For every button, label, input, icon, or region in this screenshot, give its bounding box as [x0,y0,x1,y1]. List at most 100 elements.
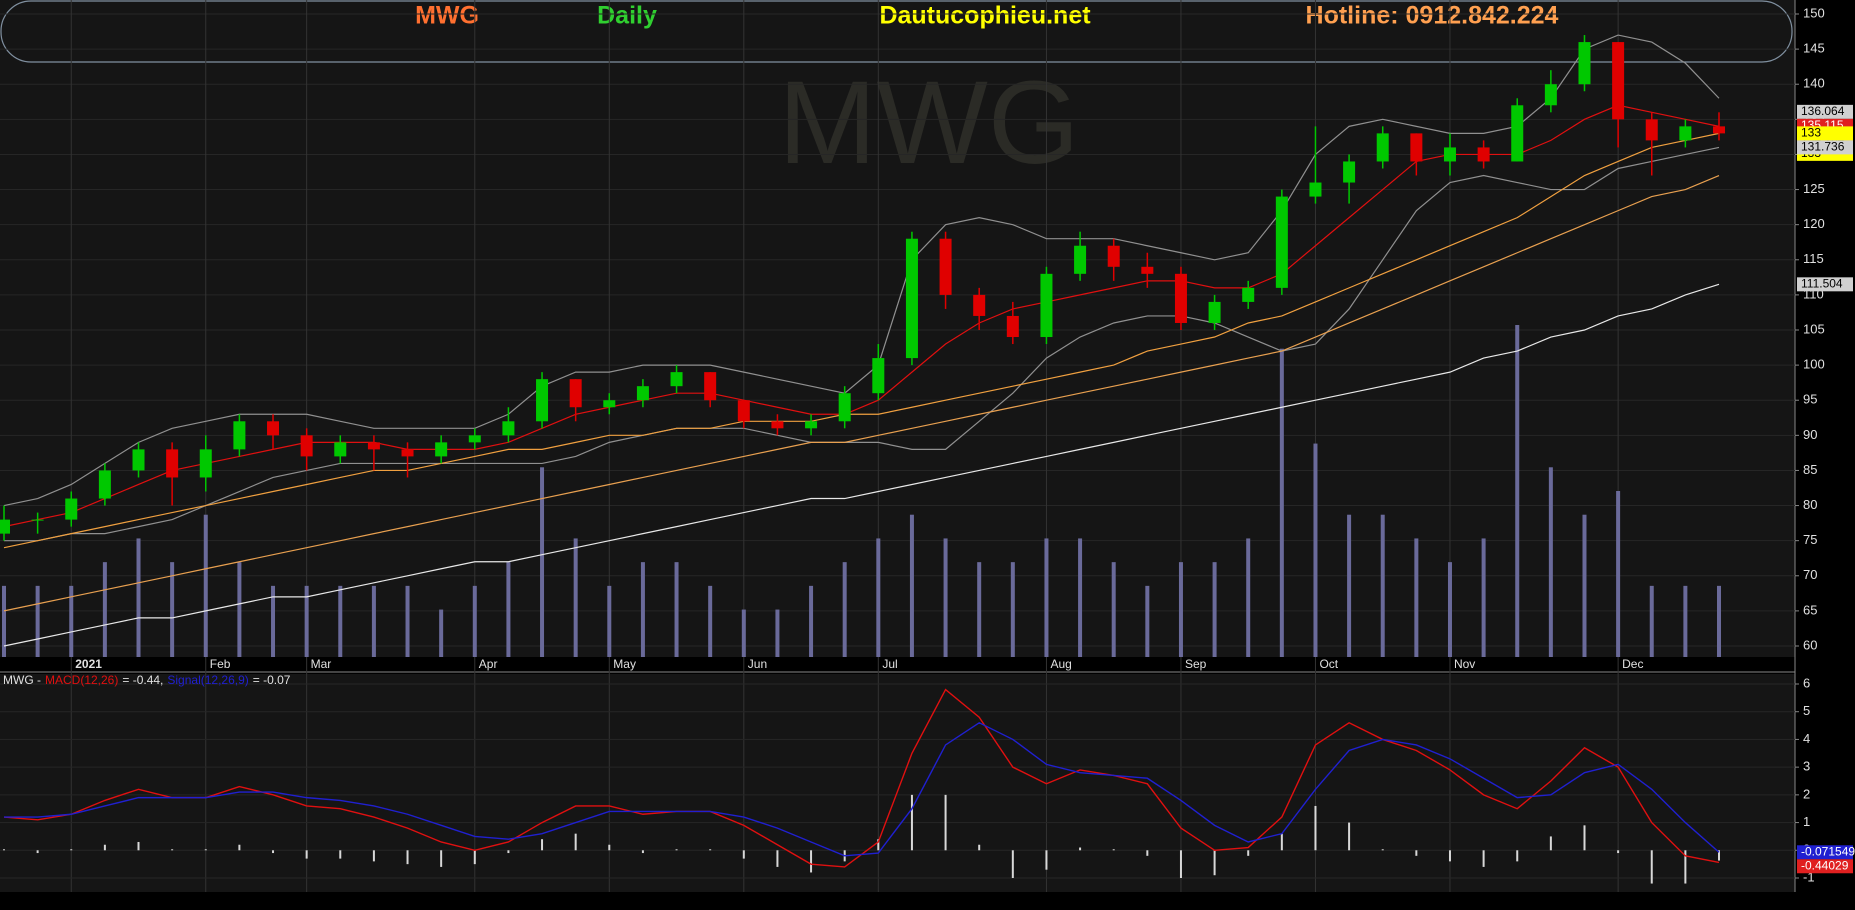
volume-bar [338,585,343,657]
candle-body [704,372,717,401]
candle-body [1679,126,1692,141]
candle-body [1275,196,1288,288]
y-tick-label: 3 [1803,759,1810,774]
candle-body [1443,147,1456,162]
volume-bar [1649,585,1654,657]
interval: Daily [597,2,657,30]
x-tick-label: Aug [1050,657,1071,671]
candle-body [132,449,145,471]
y-tick-label: 125 [1803,181,1825,196]
volume-bar [1380,514,1385,657]
volume-bar [1145,585,1150,657]
y-tick-label: 6 [1803,675,1810,690]
last-value-tag [1797,140,1853,155]
legend-prefix: MWG - [3,673,41,687]
volume-bar [741,609,746,657]
y-tick-label: 60 [1803,637,1817,652]
y-tick-label: 105 [1803,321,1825,336]
last-value-label: -0.44029 [1801,858,1849,872]
y-tick-label: 120 [1803,216,1825,231]
macd-line [4,721,1720,857]
candle-body [636,386,649,401]
candle-body [401,449,414,457]
volume-bar [943,538,948,657]
candle-body [1208,301,1221,323]
volume-bar [35,585,40,657]
volume-bar [1616,491,1621,657]
y-tick-label: 140 [1803,76,1825,91]
volume-bar [271,585,276,657]
candle-body [1376,133,1389,162]
volume-bar [1313,443,1318,657]
x-tick-label: 2021 [75,657,102,671]
volume-bar [1548,467,1553,657]
volume-bar [809,585,814,657]
last-value-label: 131.736 [1801,140,1845,154]
volume-bar [472,585,477,657]
watermark: MWG [778,57,1079,189]
volume-bar [371,585,376,657]
y-tick-label: 100 [1803,357,1825,372]
volume-bar [439,609,444,657]
volume-bar [1212,562,1217,657]
volume-bar [1178,562,1183,657]
volume-bar [842,562,847,657]
volume-bar [1078,538,1083,657]
x-tick-label: Nov [1454,657,1475,671]
volume-bar [1717,585,1721,657]
candle-body [1040,273,1053,338]
volume-bar [1582,514,1587,657]
volume-bar [136,538,141,657]
x-tick-label: Apr [479,657,498,671]
volume-bar [1010,562,1015,657]
volume-bar [1279,348,1284,657]
candle-body [1477,147,1490,162]
indicator-line [3,283,1720,647]
candle-body [1544,84,1557,106]
x-tick-label: Dec [1622,657,1643,671]
indicator-line [3,34,1720,507]
candle-body [737,400,750,422]
volume-bar [640,562,645,657]
volume-bar [170,562,175,657]
volume-bar [674,562,679,657]
volume-bar [102,562,107,657]
indicator-line [3,174,1720,612]
x-tick-label: Mar [311,657,332,671]
y-tick-label: 115 [1803,251,1824,266]
volume-bar [607,585,612,657]
candle-body [670,372,683,387]
last-value-label: 136.064 [1801,104,1845,118]
indicator-line [4,146,1720,542]
candle-body [1174,273,1187,323]
volume-bar [203,514,208,657]
candle-body [939,238,952,295]
x-tick-label: Sep [1185,657,1207,671]
macd-panel [0,674,1795,892]
candle-body [1511,105,1524,162]
y-tick-label: 70 [1803,567,1817,582]
candle-body [1242,287,1255,302]
y-tick-label: 5 [1803,703,1810,718]
legend-entry: MACD(12,26) [45,673,118,687]
candle-body [435,442,448,457]
x-tick-label: Jun [748,657,767,671]
candle-body [973,294,986,316]
candle-body [199,449,212,478]
y-tick-label: -1 [1803,869,1815,884]
candle-body [1645,119,1658,141]
legend-readout: = -0.07 [253,673,291,687]
y-tick-label: 1 [1803,814,1810,829]
last-value-tag [1797,126,1853,141]
last-value-label: -0.071549 [1801,844,1855,858]
legend-readout: = -0.44, [122,673,163,687]
volume-bar [977,562,982,657]
volume-bar [1414,538,1419,657]
indicator-line [3,104,1720,528]
candle-body [65,498,78,520]
last-value-label: 133 [1801,126,1821,140]
x-tick-label: May [613,657,636,671]
hotline: Hotline: 0912.842.224 [1306,2,1559,30]
candle-body [872,358,885,394]
